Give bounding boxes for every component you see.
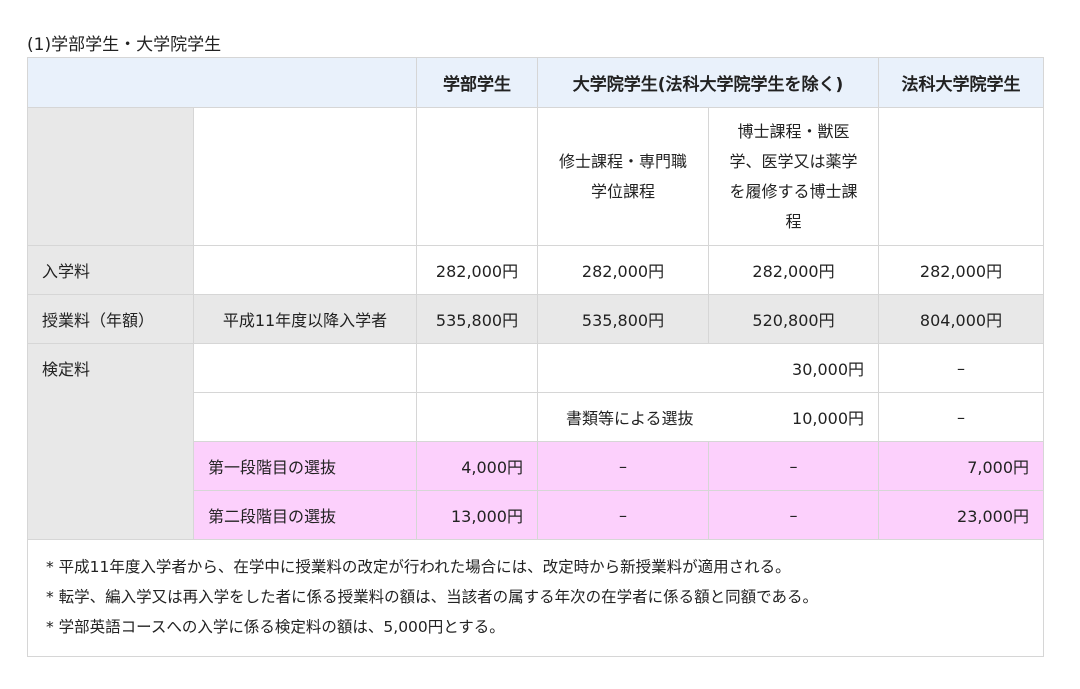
row-sublabel: 第一段階目の選抜 bbox=[193, 441, 417, 491]
table-row-stage1: 第一段階目の選抜 4,000円 – – 7,000円 bbox=[27, 441, 1045, 491]
subheader-blank bbox=[193, 107, 417, 246]
empty-cell bbox=[193, 343, 417, 393]
header-grad: 大学院学生(法科大学院学生を除く) bbox=[536, 57, 880, 108]
cell-law: 23,000円 bbox=[878, 490, 1045, 540]
cell-grad: 書類等による選抜 10,000円 bbox=[536, 392, 880, 442]
cell-masters: – bbox=[537, 441, 709, 491]
cell-law: 804,000円 bbox=[878, 294, 1045, 344]
cell-undergrad: 535,800円 bbox=[416, 294, 538, 344]
cell-masters: – bbox=[537, 490, 709, 540]
cell-law: – bbox=[878, 343, 1045, 393]
empty-cell bbox=[193, 392, 417, 442]
header-undergrad: 学部学生 bbox=[416, 57, 538, 108]
cell-law: 282,000円 bbox=[878, 245, 1045, 295]
cell-undergrad: 4,000円 bbox=[416, 441, 538, 491]
cell-undergrad: 13,000円 bbox=[416, 490, 538, 540]
cell-masters: 282,000円 bbox=[537, 245, 709, 295]
header-row: 学部学生 大学院学生(法科大学院学生を除く) 法科大学院学生 bbox=[27, 57, 1045, 108]
cell-doctoral: 282,000円 bbox=[707, 245, 880, 295]
cell-law: 7,000円 bbox=[878, 441, 1045, 491]
documents-fee: 10,000円 bbox=[792, 409, 865, 428]
row-sublabel: 第二段階目の選抜 bbox=[193, 490, 417, 540]
empty-cell bbox=[416, 343, 538, 393]
row-label: 授業料（年額） bbox=[27, 294, 194, 344]
note: * 平成11年度入学者から、在学中に授業料の改定が行われた場合には、改定時から新… bbox=[46, 558, 791, 576]
cell-doctoral: 520,800円 bbox=[707, 294, 880, 344]
subheader-law bbox=[878, 107, 1045, 246]
row-label: 検定料 bbox=[27, 343, 194, 540]
notes: * 平成11年度入学者から、在学中に授業料の改定が行われた場合には、改定時から新… bbox=[26, 539, 1045, 657]
cell-grad: 30,000円 bbox=[536, 343, 880, 393]
cell-doctoral: – bbox=[707, 490, 880, 540]
cell-law: – bbox=[878, 392, 1045, 442]
header-law: 法科大学院学生 bbox=[878, 57, 1045, 108]
documents-label: 書類等による選抜 bbox=[566, 409, 694, 428]
empty-cell bbox=[416, 392, 538, 442]
cell-doctoral: – bbox=[707, 441, 880, 491]
cell-undergrad: 282,000円 bbox=[416, 245, 538, 295]
table-row-admission: 入学料 282,000円 282,000円 282,000円 282,000円 bbox=[27, 245, 1045, 295]
empty-cell bbox=[193, 245, 417, 295]
table-row-exam-general: 検定料 30,000円 – bbox=[27, 343, 1045, 540]
table-row-tuition: 授業料（年額） 平成11年度以降入学者 535,800円 535,800円 52… bbox=[27, 294, 1045, 344]
table-row-stage2: 第二段階目の選抜 13,000円 – – 23,000円 bbox=[27, 490, 1045, 540]
fee-table: 学部学生 大学院学生(法科大学院学生を除く) 法科大学院学生 修士課程・専門職学… bbox=[26, 57, 1045, 657]
row-label: 入学料 bbox=[27, 245, 194, 295]
cell-masters: 535,800円 bbox=[537, 294, 709, 344]
subheader-row: 修士課程・専門職学位課程 博士課程・獣医学、医学又は薬学を履修する博士課程 bbox=[27, 107, 1045, 246]
note: * 転学、編入学又は再入学をした者に係る授業料の額は、当該者の属する年次の在学者… bbox=[46, 588, 819, 606]
subheader-undergrad bbox=[416, 107, 538, 246]
header-blank bbox=[27, 57, 417, 108]
row-sublabel: 平成11年度以降入学者 bbox=[193, 294, 417, 344]
subheader-doctoral: 博士課程・獣医学、医学又は薬学を履修する博士課程 bbox=[707, 107, 880, 246]
subheader-blank-label bbox=[27, 107, 194, 246]
section-title: (1)学部学生・大学院学生 bbox=[27, 35, 222, 55]
note: * 学部英語コースへの入学に係る検定料の額は、5,000円とする。 bbox=[46, 618, 505, 636]
notes-row: * 平成11年度入学者から、在学中に授業料の改定が行われた場合には、改定時から新… bbox=[26, 539, 1045, 657]
subheader-masters: 修士課程・専門職学位課程 bbox=[537, 107, 709, 246]
